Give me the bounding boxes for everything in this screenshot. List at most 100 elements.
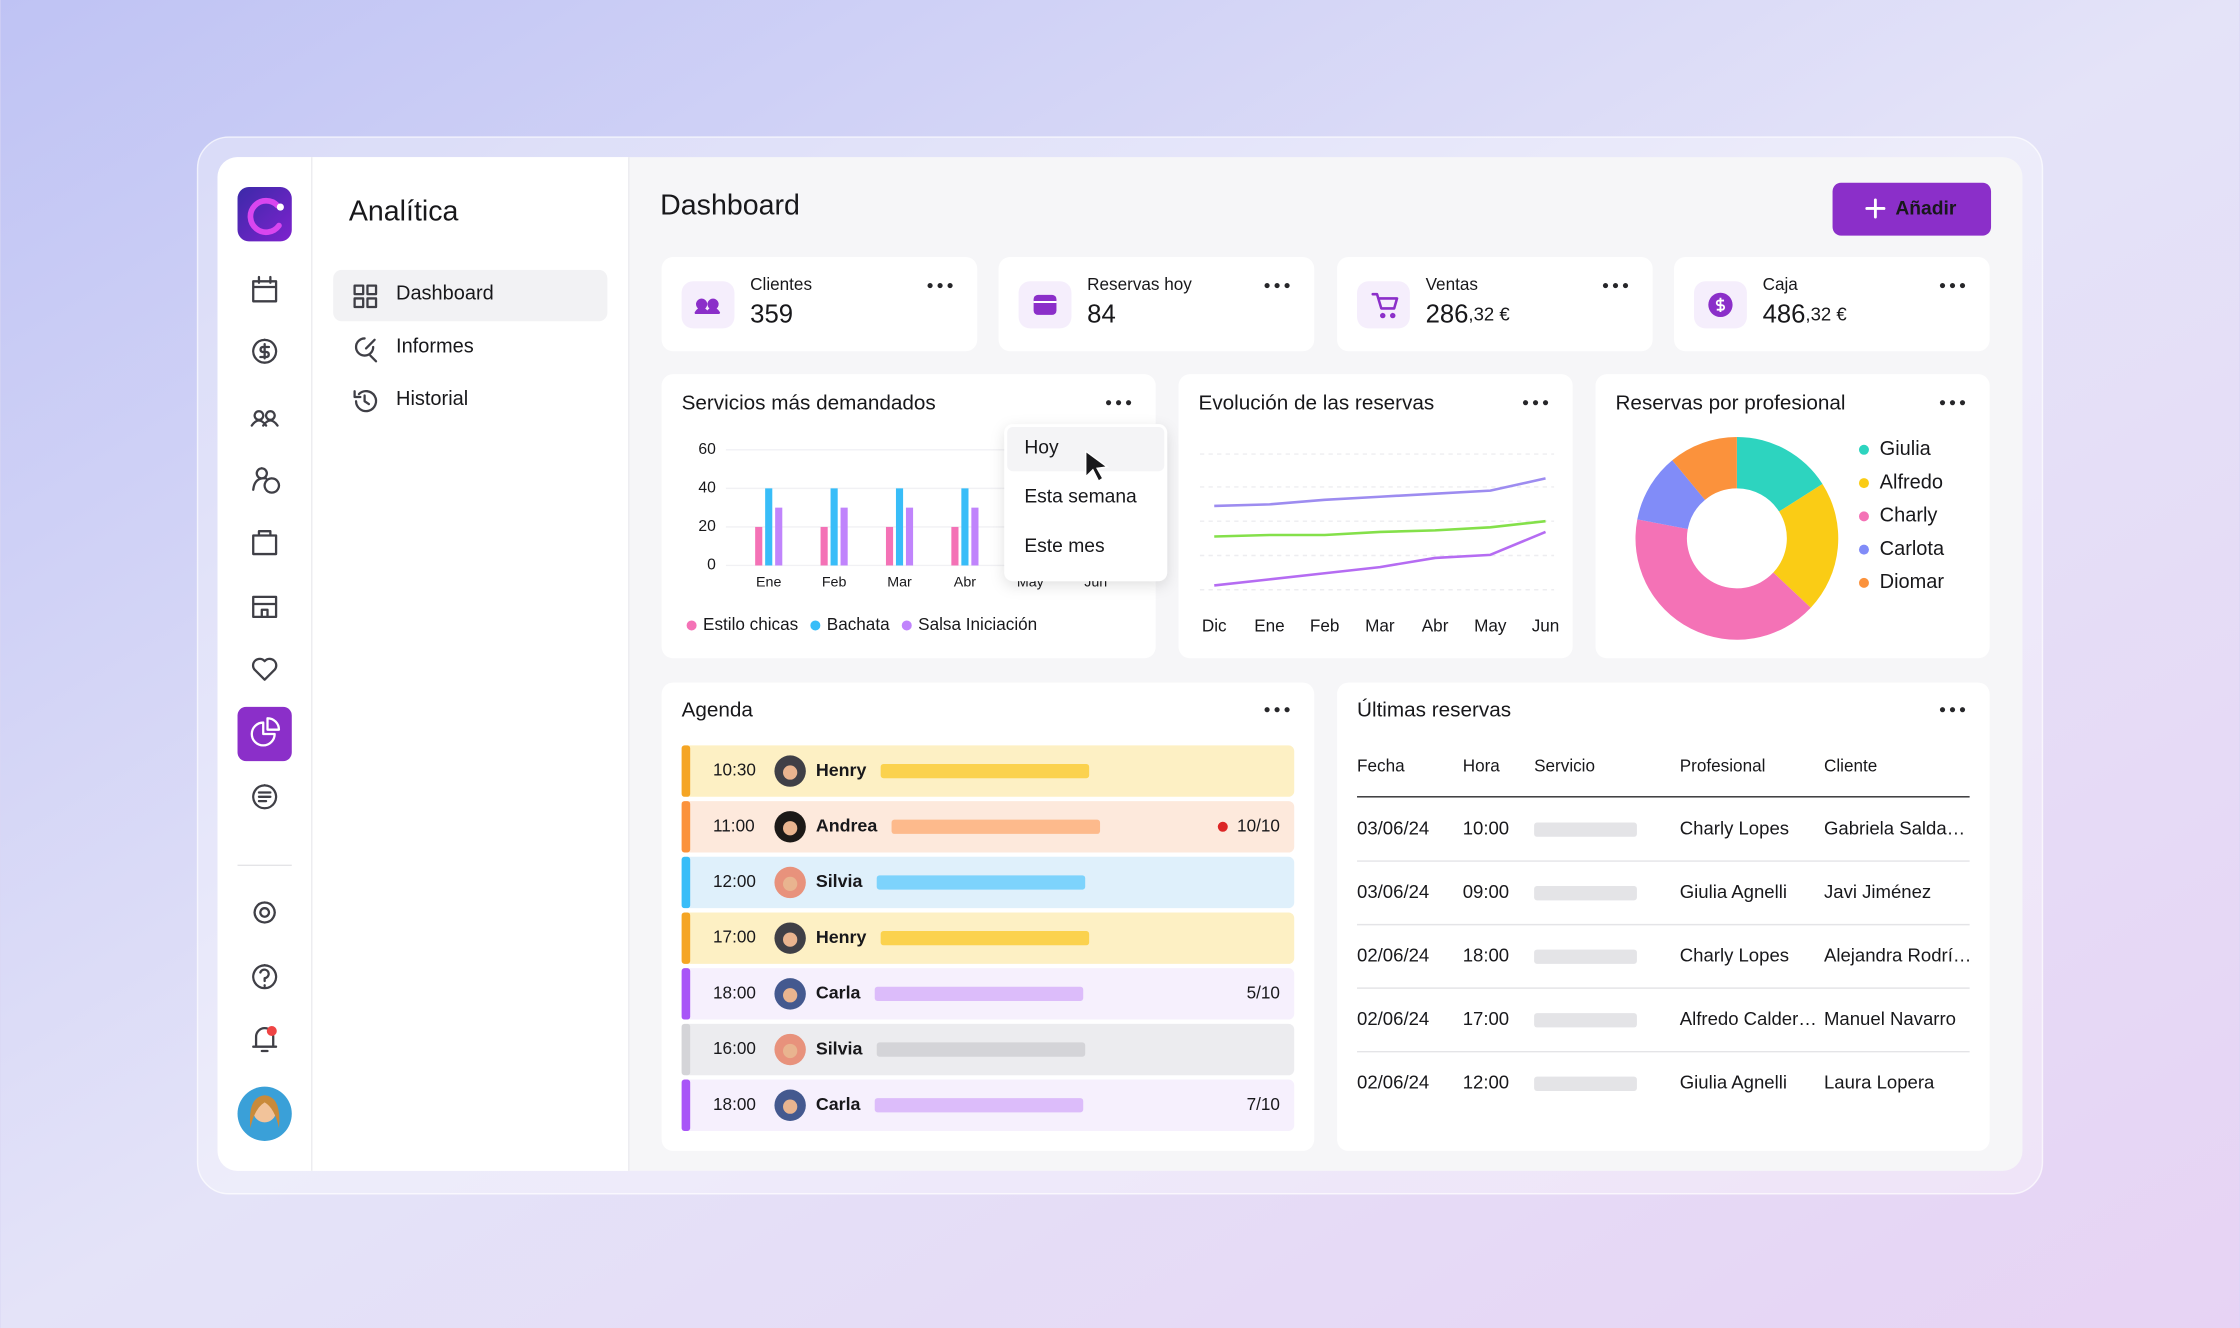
- clients-icon[interactable]: [250, 410, 279, 427]
- table-cell: Laura Lopera: [1824, 1072, 1935, 1093]
- table-cell: Charly Lopes: [1680, 818, 1789, 839]
- donut-slice: [1635, 519, 1811, 640]
- more-menu[interactable]: [1264, 707, 1290, 713]
- dot: [1125, 400, 1132, 406]
- calendar-icon[interactable]: [252, 275, 278, 303]
- table-cell: Giulia Agnelli: [1680, 881, 1787, 902]
- dot: [1949, 283, 1956, 289]
- agenda-row[interactable]: 18:00 Carla 7/10: [681, 1079, 1295, 1131]
- dot: [1949, 400, 1956, 406]
- agenda-row[interactable]: 10:30 Henry: [681, 745, 1295, 797]
- dot: [1939, 283, 1946, 289]
- legend-swatch: [686, 620, 697, 631]
- nav-icon[interactable]: [353, 389, 378, 413]
- more-menu[interactable]: [1264, 283, 1290, 289]
- donut-slice: [1773, 484, 1839, 608]
- more-menu[interactable]: [1939, 707, 1966, 713]
- more-menu[interactable]: [927, 283, 953, 289]
- settings-icon[interactable]: [253, 901, 276, 924]
- kpi-value-main: 84: [1087, 300, 1116, 328]
- kpi-value-main: 286: [1426, 300, 1469, 328]
- table-cell: Alfredo Calder…: [1680, 1008, 1817, 1029]
- table-cell: 09:00: [1463, 881, 1509, 902]
- agenda-name: Carla: [816, 983, 862, 1003]
- kpi-value: 359: [750, 300, 793, 328]
- legend-label: Diomar: [1880, 571, 1945, 593]
- money-icon[interactable]: [252, 338, 278, 364]
- rail-panel: [217, 157, 629, 1171]
- table-cell: 03/06/24: [1357, 818, 1429, 839]
- agenda-row[interactable]: 16:00 Silvia: [681, 1023, 1295, 1076]
- help-icon[interactable]: [252, 964, 278, 990]
- agenda-time: 10:30: [713, 760, 756, 780]
- agenda-row[interactable]: 11:00 Andrea 10/10: [681, 801, 1295, 853]
- agenda-time: 12:00: [713, 871, 756, 891]
- dot: [1284, 707, 1290, 713]
- x-tick-label: Feb: [822, 574, 847, 590]
- dot: [1274, 707, 1280, 713]
- bar: [840, 507, 848, 566]
- agenda-badge: 7/10: [1247, 1094, 1280, 1114]
- y-tick-label: 20: [698, 518, 716, 535]
- agenda-name: Henry: [816, 760, 867, 780]
- dot: [1959, 707, 1966, 713]
- agenda-time: 17:00: [713, 927, 756, 947]
- agenda-row[interactable]: 18:00 Carla 5/10: [681, 968, 1295, 1020]
- agenda-accent: [681, 968, 691, 1020]
- agenda-accent: [681, 912, 691, 964]
- kpi-value: 84: [1087, 300, 1116, 328]
- donut-slice: [1672, 436, 1737, 500]
- more-menu[interactable]: [1106, 400, 1132, 406]
- analytics-icon: [250, 717, 281, 747]
- kpi-value-decimals: ,32 €: [1468, 303, 1510, 324]
- store-icon[interactable]: [252, 595, 278, 619]
- staff-icon[interactable]: [252, 467, 281, 494]
- more-menu[interactable]: [1522, 400, 1549, 406]
- kpi-icon: [1033, 294, 1057, 315]
- agenda-time: 11:00: [713, 815, 755, 835]
- agenda-accent: [681, 856, 691, 909]
- more-menu[interactable]: [1939, 400, 1966, 406]
- dropdown-item[interactable]: Hoy: [1024, 437, 1059, 458]
- more-menu[interactable]: [1939, 283, 1966, 289]
- dot: [1959, 400, 1966, 406]
- agenda-accent: [681, 1023, 691, 1076]
- legend-label: Bachata: [827, 614, 890, 634]
- bell-icon[interactable]: [252, 1026, 278, 1053]
- alert-dot: [1217, 821, 1228, 832]
- kpi-value-main: 359: [750, 300, 793, 328]
- nav-item[interactable]: Informes: [396, 335, 474, 357]
- more-menu[interactable]: [1602, 283, 1629, 289]
- nav-item[interactable]: Historial: [396, 388, 468, 410]
- nav-item[interactable]: Dashboard: [396, 282, 494, 304]
- dropdown-item[interactable]: Este mes: [1024, 536, 1104, 557]
- dropdown-item[interactable]: Esta semana: [1024, 487, 1137, 508]
- agenda-name: Henry: [816, 927, 867, 947]
- agenda-row[interactable]: 12:00 Silvia: [681, 856, 1295, 909]
- nav-icon[interactable]: [353, 284, 378, 309]
- kpi-label: Caja: [1763, 274, 1799, 294]
- dot: [1522, 400, 1529, 406]
- dot: [1264, 283, 1270, 289]
- notes-icon[interactable]: [252, 784, 278, 810]
- nav-icon[interactable]: [354, 337, 378, 363]
- table-cell: Alejandra Rodrí…: [1824, 945, 1971, 966]
- line-series: [1214, 519, 1546, 538]
- table-cell: Manuel Navarro: [1824, 1008, 1956, 1029]
- heart-icon[interactable]: [251, 657, 278, 681]
- bar: [885, 526, 894, 566]
- add-button-label[interactable]: Añadir: [1895, 198, 1957, 219]
- logo-mark: [247, 197, 282, 236]
- table-header: Profesional: [1680, 755, 1766, 775]
- legend-swatch: [1858, 444, 1869, 455]
- dot: [1602, 283, 1609, 289]
- agenda-row[interactable]: 17:00 Henry: [681, 912, 1295, 964]
- x-tick-label: Ene: [1254, 615, 1284, 635]
- bag-icon[interactable]: [252, 530, 278, 556]
- x-tick-label: Abr: [954, 574, 976, 590]
- agenda-bar: [876, 1042, 1086, 1057]
- card-title: Evolución de las reservas: [1199, 392, 1435, 415]
- add-button[interactable]: [1832, 182, 1992, 236]
